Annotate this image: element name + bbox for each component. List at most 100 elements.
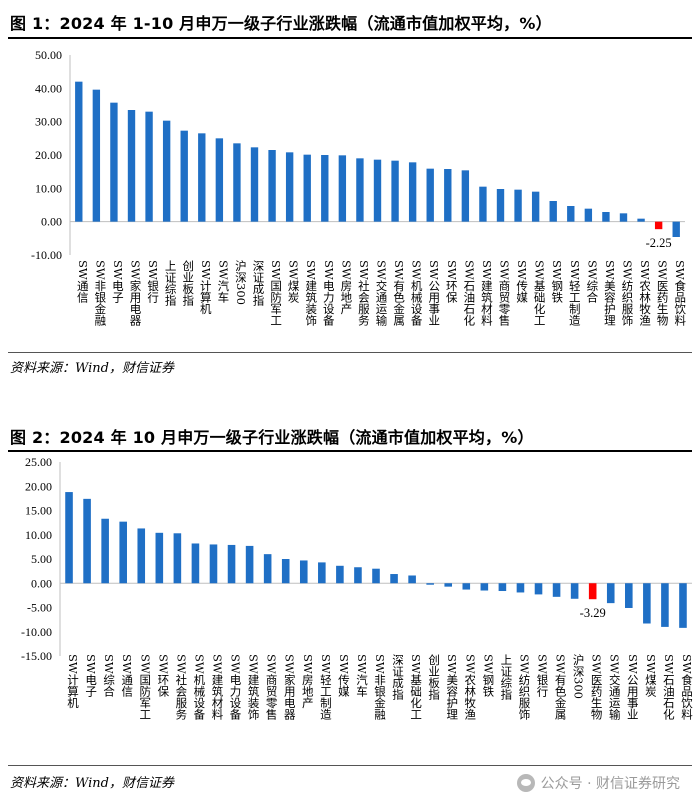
bar [75, 81, 83, 222]
category-label: SW美容护理 [603, 260, 617, 326]
bar [119, 521, 127, 584]
category-label: 深证成指 [252, 259, 266, 307]
category-label: SW银行 [536, 654, 550, 697]
bar [679, 583, 687, 628]
category-label: SW轻工制造 [319, 654, 333, 720]
bar [233, 143, 241, 222]
y-tick-label: 20.00 [35, 148, 62, 162]
bar [215, 138, 224, 222]
category-label: SW食品饮料 [673, 260, 687, 326]
bar [643, 583, 651, 624]
bar [602, 212, 610, 222]
bar [227, 544, 236, 584]
y-tick-label: 0.00 [31, 576, 52, 590]
category-label: SW石油石化 [462, 260, 476, 326]
y-tick-label: 10.00 [25, 528, 52, 542]
bar [570, 583, 579, 599]
figure-1-title: 图 1：2024 年 1-10 月申万一级子行业涨跌幅（流通市值加权平均，%） [10, 14, 552, 33]
category-label: SW传媒 [515, 260, 529, 303]
bar [354, 567, 362, 584]
bar [588, 583, 597, 600]
wechat-icon [516, 774, 535, 792]
y-tick-label: 0.00 [41, 215, 62, 229]
figure-2-title: 图 2：2024 年 10 月申万一级子行业涨跌幅（流通市值加权平均，%） [10, 428, 534, 447]
bar [552, 583, 561, 597]
bar [137, 528, 146, 584]
figure-1-top-rule [8, 37, 692, 39]
bar [155, 532, 164, 584]
bar [462, 583, 471, 590]
category-label: SW环保 [156, 654, 170, 697]
category-label: SW计算机 [199, 260, 213, 314]
y-tick-label: 15.00 [25, 504, 52, 518]
bar [390, 574, 398, 584]
category-label: SW社会服务 [174, 654, 188, 720]
category-label: 上证综指 [499, 654, 513, 701]
figure-2-top-rule [8, 450, 692, 452]
bar [191, 543, 200, 584]
bar [285, 152, 294, 222]
category-label: SW电子 [111, 260, 125, 303]
figure-2-bar-chart: 25.00 20.00 15.00 10.00 5.00 0.00 -5.00 -10.00 -… [21, 455, 694, 720]
bar [672, 221, 680, 237]
y-tick-label: 25.00 [25, 455, 52, 469]
category-label: SW房地产 [339, 260, 353, 315]
bar [336, 565, 344, 584]
bar [498, 583, 507, 592]
category-label: SW计算机 [66, 654, 80, 708]
bar [268, 150, 276, 222]
bar [209, 544, 218, 584]
category-label: 创业板指 [181, 260, 195, 307]
data-label: -2.25 [646, 236, 672, 250]
bar [661, 583, 669, 627]
category-label: SW传媒 [337, 654, 351, 697]
bar [145, 111, 153, 222]
bar [567, 206, 575, 222]
category-label: SW美容护理 [445, 654, 459, 720]
bar [584, 208, 593, 222]
bar [303, 154, 311, 222]
watermark: 公众号 · 财信证券研究 [516, 773, 680, 793]
bar [654, 221, 663, 230]
bar [637, 218, 645, 222]
category-label: SW有色金属 [392, 260, 406, 326]
category-label: 深证成指 [391, 653, 405, 701]
category-label: SW基础化工 [409, 654, 423, 720]
y-tick-label: 40.00 [35, 81, 62, 95]
bar [606, 583, 615, 604]
bar [426, 583, 434, 585]
category-label: SW建筑装饰 [304, 260, 318, 326]
category-label: SW通信 [120, 654, 134, 697]
y-tick-label: 5.00 [31, 552, 52, 566]
category-label: SW非银金融 [93, 260, 107, 326]
category-label: SW交通运输 [375, 260, 389, 326]
bar [263, 554, 272, 584]
bar [516, 583, 525, 593]
bar [496, 189, 505, 222]
category-label: SW农林牧渔 [638, 260, 652, 326]
bar [245, 545, 254, 584]
bar [534, 583, 543, 595]
category-label: SW银行 [146, 260, 160, 303]
bar [180, 130, 188, 222]
category-label: SW医药生物 [656, 260, 670, 326]
figure-1-source: 资料来源：Wind，财信证券 [10, 361, 174, 376]
category-label: SW公用事业 [626, 654, 640, 720]
category-label: SW纺织服饰 [621, 260, 635, 326]
bar [480, 583, 489, 591]
bar [426, 168, 434, 222]
bar [391, 160, 399, 222]
bar [198, 133, 206, 222]
category-label: SW汽车 [216, 260, 230, 303]
category-label: SW非银金融 [373, 654, 387, 720]
y-tick-label: 30.00 [35, 115, 62, 129]
bar [373, 159, 382, 222]
bar [479, 186, 487, 222]
category-label: SW农林牧渔 [463, 654, 477, 720]
bar [625, 583, 633, 608]
bar [408, 575, 416, 584]
category-label: SW家用电器 [283, 654, 297, 720]
y-tick-label: -5.00 [27, 601, 52, 615]
category-label: SW综合 [585, 260, 599, 303]
